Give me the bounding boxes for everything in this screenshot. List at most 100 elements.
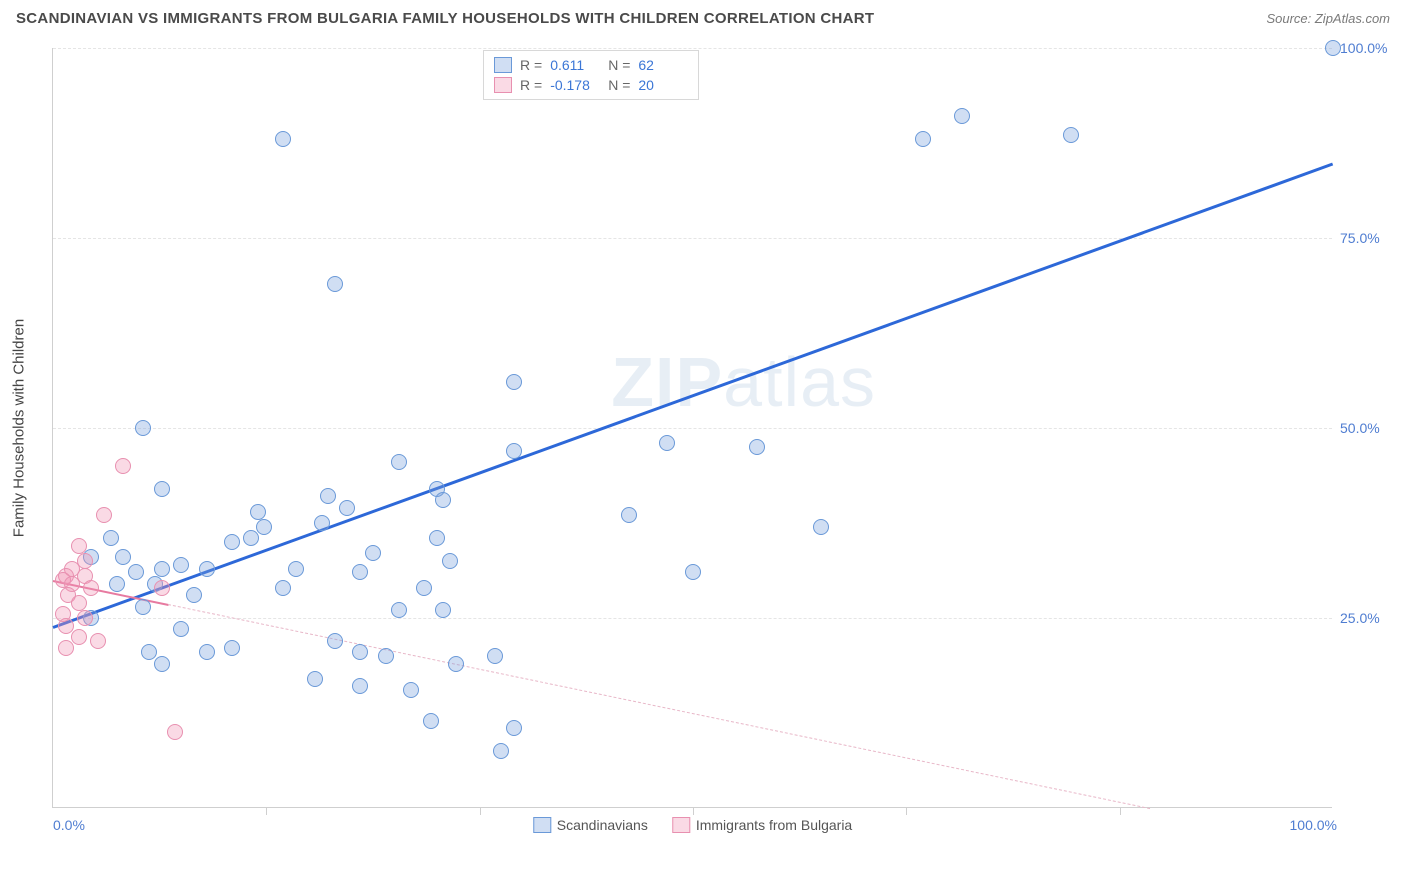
data-point	[224, 534, 240, 550]
data-point	[71, 629, 87, 645]
data-point	[314, 515, 330, 531]
data-point	[954, 108, 970, 124]
y-tick-label: 25.0%	[1340, 610, 1390, 626]
gridline-h	[53, 428, 1332, 429]
data-point	[154, 561, 170, 577]
n-label: N =	[608, 57, 630, 73]
data-point	[109, 576, 125, 592]
data-point	[621, 507, 637, 523]
legend-item-blue: Scandinavians	[533, 817, 648, 833]
n-value-blue: 62	[638, 57, 688, 73]
source-attribution: Source: ZipAtlas.com	[1266, 11, 1390, 26]
swatch-pink-icon	[672, 817, 690, 833]
data-point	[813, 519, 829, 535]
data-point	[154, 481, 170, 497]
gridline-v	[266, 807, 267, 815]
data-point	[327, 633, 343, 649]
legend-stats-row-pink: R = -0.178 N = 20	[494, 75, 688, 95]
legend-label-blue: Scandinavians	[557, 817, 648, 833]
data-point	[83, 580, 99, 596]
x-tick-label: 0.0%	[53, 817, 85, 833]
data-point	[128, 564, 144, 580]
data-point	[442, 553, 458, 569]
swatch-blue-icon	[533, 817, 551, 833]
data-point	[915, 131, 931, 147]
data-point	[416, 580, 432, 596]
trend-line	[52, 162, 1333, 628]
data-point	[352, 564, 368, 580]
r-label: R =	[520, 77, 542, 93]
chart-title: SCANDINAVIAN VS IMMIGRANTS FROM BULGARIA…	[16, 10, 874, 27]
r-label: R =	[520, 57, 542, 73]
r-value-pink: -0.178	[550, 77, 600, 93]
gridline-v	[906, 807, 907, 815]
data-point	[506, 720, 522, 736]
data-point	[378, 648, 394, 664]
data-point	[96, 507, 112, 523]
data-point	[352, 644, 368, 660]
data-point	[391, 602, 407, 618]
data-point	[685, 564, 701, 580]
data-point	[250, 504, 266, 520]
data-point	[448, 656, 464, 672]
data-point	[352, 678, 368, 694]
chart-header: SCANDINAVIAN VS IMMIGRANTS FROM BULGARIA…	[0, 0, 1406, 33]
data-point	[243, 530, 259, 546]
data-point	[391, 454, 407, 470]
legend-bottom: Scandinavians Immigrants from Bulgaria	[533, 817, 852, 833]
gridline-h	[53, 618, 1332, 619]
data-point	[307, 671, 323, 687]
x-tick-label: 100.0%	[1290, 817, 1337, 833]
r-value-blue: 0.611	[550, 57, 600, 73]
data-point	[1063, 127, 1079, 143]
data-point	[115, 549, 131, 565]
data-point	[115, 458, 131, 474]
legend-stats-row-blue: R = 0.611 N = 62	[494, 55, 688, 75]
n-label: N =	[608, 77, 630, 93]
chart-container: Family Households with Children ZIPatlas…	[52, 48, 1386, 844]
gridline-v	[480, 807, 481, 815]
gridline-h	[53, 48, 1332, 49]
data-point	[506, 443, 522, 459]
gridline-v	[693, 807, 694, 815]
data-point	[77, 610, 93, 626]
data-point	[365, 545, 381, 561]
data-point	[320, 488, 336, 504]
data-point	[71, 538, 87, 554]
data-point	[58, 640, 74, 656]
data-point	[199, 561, 215, 577]
data-point	[186, 587, 202, 603]
data-point	[154, 580, 170, 596]
data-point	[435, 492, 451, 508]
swatch-blue-icon	[494, 57, 512, 73]
data-point	[224, 640, 240, 656]
y-tick-label: 50.0%	[1340, 420, 1390, 436]
data-point	[506, 374, 522, 390]
data-point	[90, 633, 106, 649]
data-point	[288, 561, 304, 577]
data-point	[327, 276, 343, 292]
gridline-v	[1120, 807, 1121, 815]
data-point	[173, 621, 189, 637]
data-point	[154, 656, 170, 672]
data-point	[135, 420, 151, 436]
y-tick-label: 100.0%	[1340, 40, 1390, 56]
plot-area: Family Households with Children ZIPatlas…	[52, 48, 1332, 808]
data-point	[275, 580, 291, 596]
data-point	[429, 530, 445, 546]
swatch-pink-icon	[494, 77, 512, 93]
legend-label-pink: Immigrants from Bulgaria	[696, 817, 852, 833]
data-point	[167, 724, 183, 740]
data-point	[423, 713, 439, 729]
data-point	[749, 439, 765, 455]
y-tick-label: 75.0%	[1340, 230, 1390, 246]
data-point	[487, 648, 503, 664]
data-point	[71, 595, 87, 611]
legend-item-pink: Immigrants from Bulgaria	[672, 817, 852, 833]
y-axis-label: Family Households with Children	[11, 318, 28, 536]
data-point	[339, 500, 355, 516]
data-point	[659, 435, 675, 451]
n-value-pink: 20	[638, 77, 688, 93]
gridline-h	[53, 238, 1332, 239]
legend-stats-box: R = 0.611 N = 62 R = -0.178 N = 20	[483, 50, 699, 100]
